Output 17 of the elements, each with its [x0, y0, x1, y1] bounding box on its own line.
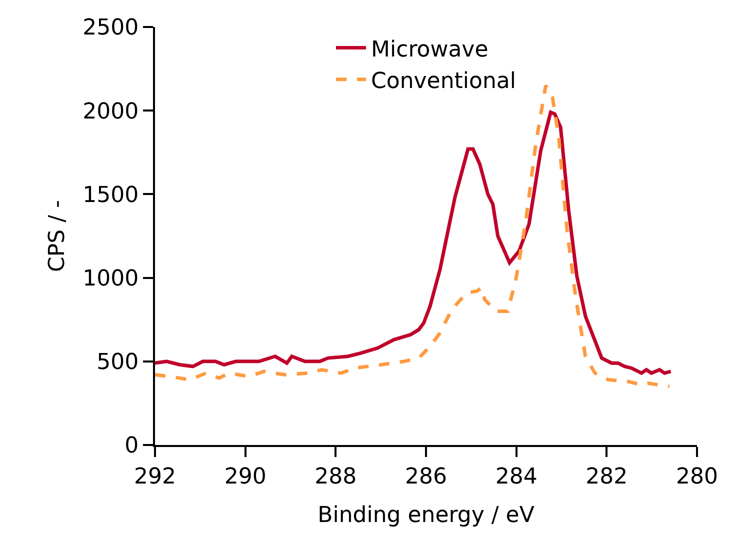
y-tick-label: 0: [124, 434, 139, 459]
y-tick-label: 1500: [82, 182, 139, 208]
x-tick-label: 284: [495, 464, 538, 490]
x-tick-label: 292: [134, 464, 176, 490]
x-tick-label: 290: [224, 464, 266, 490]
y-tick-label: 2500: [82, 16, 139, 41]
x-tick-label: 280: [676, 464, 718, 490]
x-tick-label: 282: [586, 464, 628, 490]
y-tick-label: 2000: [82, 99, 139, 124]
legend-label: Conventional: [371, 68, 516, 94]
x-axis-title: Binding energy / eV: [318, 502, 534, 528]
legend-label: Microwave: [371, 37, 488, 62]
y-tick-label: 500: [96, 350, 139, 376]
x-tick-label: 286: [405, 464, 447, 490]
x-tick-label: 288: [314, 464, 357, 490]
y-tick-label: 1000: [82, 266, 139, 292]
y-axis-title: CPS / -: [44, 200, 70, 272]
